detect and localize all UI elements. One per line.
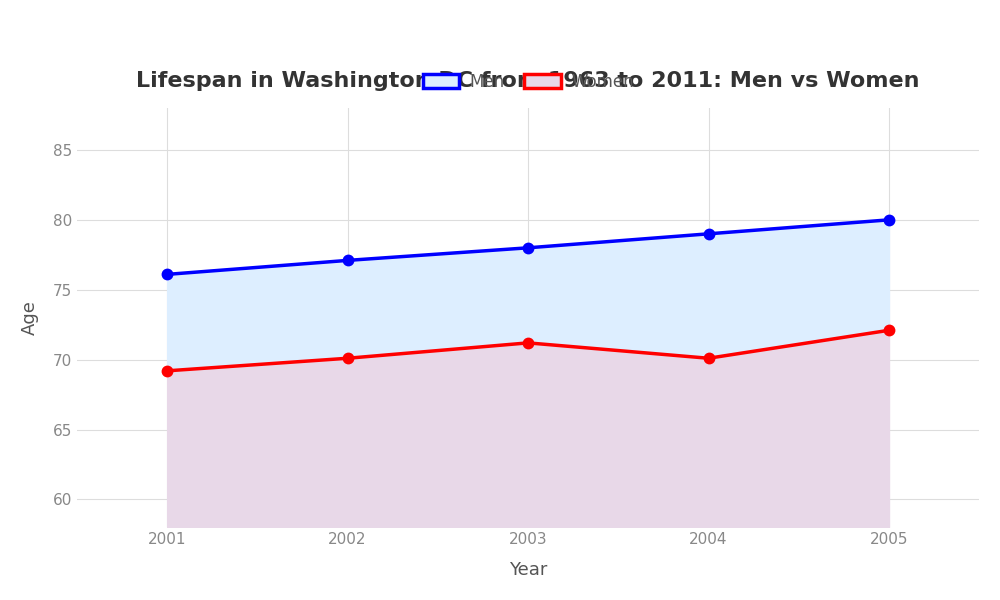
X-axis label: Year: Year	[509, 561, 547, 579]
Y-axis label: Age: Age	[21, 300, 39, 335]
Legend: Men, Women: Men, Women	[416, 66, 640, 97]
Title: Lifespan in Washington DC from 1963 to 2011: Men vs Women: Lifespan in Washington DC from 1963 to 2…	[136, 71, 920, 91]
